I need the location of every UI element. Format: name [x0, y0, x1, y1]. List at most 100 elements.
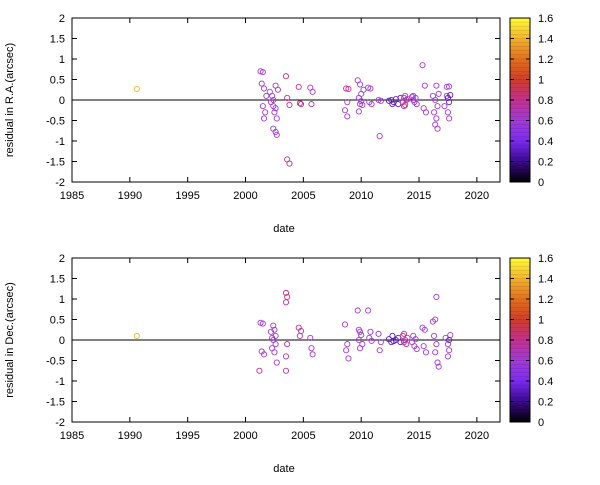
data-point — [421, 326, 428, 333]
x-tick-label: 2005 — [291, 190, 315, 202]
data-point — [404, 334, 411, 342]
data-point — [446, 99, 453, 106]
data-point — [260, 115, 268, 122]
data-point — [433, 341, 440, 348]
colorbar-tick-label: 1.2 — [538, 294, 553, 306]
data-point — [345, 85, 352, 92]
y-tick-label: 2 — [59, 13, 65, 25]
data-point — [262, 109, 269, 116]
data-point — [296, 100, 303, 107]
data-point — [270, 322, 277, 329]
data-point — [344, 341, 351, 348]
data-point — [433, 115, 440, 122]
data-point — [431, 332, 438, 339]
data-point — [259, 69, 266, 76]
colorbar-tick-label: 0.8 — [538, 95, 553, 107]
data-point — [400, 330, 408, 337]
data-point — [282, 367, 290, 374]
data-point — [447, 332, 454, 339]
data-point — [434, 125, 441, 132]
data-point — [263, 92, 270, 99]
colorbar-tick-label: 1 — [538, 315, 544, 327]
data-point — [296, 332, 303, 339]
data-point — [308, 345, 315, 352]
data-point — [413, 101, 420, 108]
colorbar-tick-label: 0.2 — [538, 397, 553, 409]
y-tick-label: -1.5 — [46, 157, 65, 169]
x-tick-label: 1985 — [60, 430, 84, 442]
data-point — [433, 82, 440, 89]
x-tick-label: 2015 — [407, 190, 431, 202]
data-point — [356, 328, 364, 335]
x-tick-label: 1985 — [60, 190, 84, 202]
data-point — [367, 328, 374, 335]
data-point — [446, 347, 453, 354]
x-tick-label: 1990 — [118, 190, 142, 202]
y-tick-label: -1 — [55, 136, 65, 148]
y-tick-label: 1.5 — [50, 34, 65, 46]
data-point — [443, 83, 450, 90]
y-tick-label: -1.5 — [46, 397, 65, 409]
x-tick-label: 2015 — [407, 430, 431, 442]
data-point — [307, 334, 314, 342]
colorbar-gradient — [510, 258, 530, 422]
data-point — [404, 96, 411, 103]
data-point — [297, 101, 305, 108]
data-point — [343, 85, 350, 92]
x-axis-title: date — [273, 223, 294, 235]
data-point — [309, 88, 316, 95]
data-point — [441, 103, 448, 110]
x-tick-label: 1995 — [175, 430, 199, 442]
colorbar: 0 0.2 0.4 0.6 0.8 1 1.2 1.4 1.6 — [509, 13, 553, 189]
colorbar-tick-label: 0.8 — [538, 335, 553, 347]
y-tick-label: 1 — [59, 54, 65, 66]
data-point — [344, 113, 351, 120]
colorbar-tick-label: 1.4 — [538, 274, 553, 286]
data-point — [341, 107, 349, 114]
data-point — [432, 316, 439, 323]
data-point — [368, 337, 375, 344]
y-tick-label: -0.5 — [46, 356, 65, 368]
data-point — [403, 96, 410, 104]
colorbar-tick-label: 0 — [538, 177, 544, 189]
x-tick-label: 1990 — [118, 430, 142, 442]
data-point — [403, 341, 410, 348]
data-point — [422, 109, 430, 116]
colorbar: 0 0.2 0.4 0.6 0.8 1 1.2 1.4 1.6 — [509, 253, 553, 429]
data-point — [282, 299, 290, 306]
y-tick-label: 0.5 — [50, 315, 65, 327]
data-point — [272, 105, 279, 112]
data-point — [260, 351, 268, 358]
data-point — [446, 83, 453, 90]
y-tick-label: 0.5 — [50, 75, 65, 87]
data-point — [295, 83, 302, 90]
data-point — [400, 103, 408, 110]
data-point — [272, 128, 279, 136]
x-tick-label: 2020 — [465, 190, 489, 202]
y-tick-label: 0 — [59, 335, 65, 347]
x-axis-title: date — [273, 463, 294, 475]
y-tick-label: 2 — [59, 253, 65, 265]
data-point — [258, 80, 265, 87]
data-point — [282, 73, 290, 80]
data-point — [355, 336, 362, 344]
data-point — [432, 96, 439, 104]
x-tick-label: 2020 — [465, 430, 489, 442]
data-point — [444, 341, 451, 348]
data-point — [421, 82, 428, 89]
data-point — [286, 160, 293, 167]
data-point — [344, 99, 351, 106]
x-tick-label: 2000 — [233, 430, 257, 442]
colorbar-gradient — [510, 18, 530, 182]
data-point — [444, 109, 451, 116]
y-axis-title: residual in Dec.(arcsec) — [4, 282, 16, 398]
colorbar-tick-label: 0.4 — [538, 136, 553, 148]
x-tick-label: 2010 — [349, 430, 373, 442]
data-point — [409, 93, 416, 100]
data-point — [368, 101, 375, 108]
data-point — [345, 355, 352, 362]
data-point — [269, 334, 276, 342]
data-point — [431, 109, 438, 116]
data-point — [435, 90, 442, 97]
